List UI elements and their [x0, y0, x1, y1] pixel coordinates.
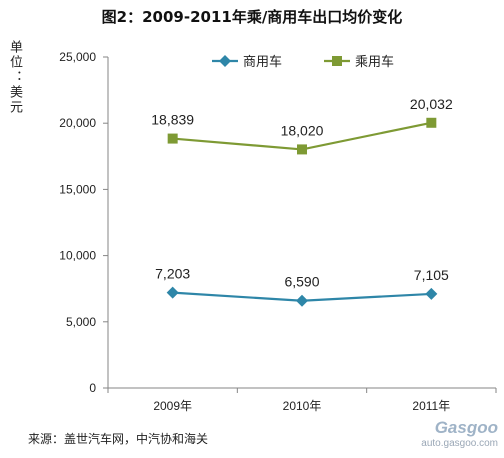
data-point — [297, 144, 307, 155]
data-label: 6,590 — [284, 274, 319, 290]
x-tick-label: 2010年 — [283, 399, 322, 413]
gasgoo-logo: Gasgoo auto.gasgoo.com — [421, 418, 498, 449]
data-label: 7,105 — [414, 267, 449, 283]
legend-marker — [219, 55, 231, 67]
legend-label: 乘用车 — [355, 54, 394, 70]
y-tick-label: 10,000 — [59, 249, 96, 263]
x-tick-label: 2011年 — [412, 399, 450, 413]
x-tick-label: 2009年 — [153, 399, 192, 413]
data-point — [167, 133, 178, 144]
y-axis-label: 单位：美元 — [7, 40, 22, 115]
y-tick-label: 15,000 — [59, 182, 96, 196]
data-label: 18,839 — [151, 112, 194, 128]
data-point — [296, 294, 308, 307]
data-label: 20,032 — [410, 96, 453, 112]
logo-url: auto.gasgoo.com — [421, 438, 498, 449]
legend-marker — [332, 56, 342, 66]
y-tick-label: 5,000 — [66, 315, 96, 329]
y-tick-label: 25,000 — [59, 50, 96, 64]
source-note: 来源：盖世汽车网，中汽协和海关 — [28, 432, 209, 446]
chart-title: 图2：2009-2011年乘/商用车出口均价变化 — [101, 8, 403, 26]
legend-label: 商用车 — [243, 54, 282, 70]
data-point — [425, 287, 438, 300]
y-tick-label: 20,000 — [59, 116, 96, 130]
data-point — [166, 286, 179, 299]
y-tick-label: 0 — [89, 381, 96, 395]
data-label: 18,020 — [281, 122, 324, 138]
logo-wordmark: Gasgoo — [434, 418, 498, 437]
data-point — [426, 117, 437, 128]
data-label: 7,203 — [155, 266, 190, 282]
